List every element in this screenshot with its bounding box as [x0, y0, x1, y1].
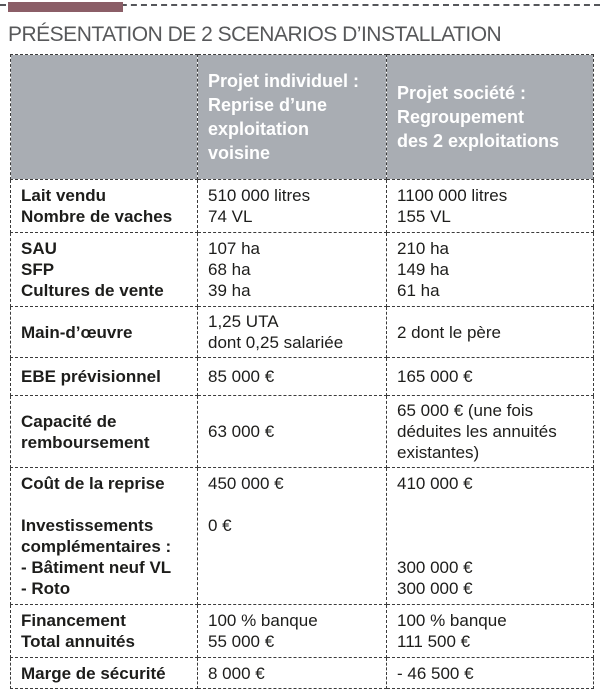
top-decoration — [0, 0, 600, 14]
cell-individual: 85 000 € — [197, 357, 387, 396]
cell-societe: 165 000 € — [386, 357, 594, 396]
cell-societe: 210 ha 149 ha 61 ha — [386, 232, 594, 307]
accent-bar — [8, 2, 123, 12]
table-row-financement: Financement Total annuités 100 % banque … — [10, 604, 594, 658]
row-label: Marge de sécurité — [10, 657, 198, 689]
table-row-cout-investissements: Coût de la reprise Investissements compl… — [10, 467, 594, 605]
table-header-row: Projet individuel : Reprise d’une exploi… — [10, 54, 594, 180]
table-row-lait-vendu: Lait vendu Nombre de vaches 510 000 litr… — [10, 179, 594, 233]
table-row-main-doeuvre: Main-d’œuvre 1,25 UTA dont 0,25 salariée… — [10, 306, 594, 358]
header-projet-societe: Projet société : Regroupement des 2 expl… — [386, 54, 594, 180]
cell-individual: 8 000 € — [197, 657, 387, 689]
cell-individual: 107 ha 68 ha 39 ha — [197, 232, 387, 307]
row-label: Lait vendu Nombre de vaches — [10, 179, 198, 233]
top-dashed-rule — [0, 4, 600, 6]
cell-societe: 410 000 € 300 000 € 300 000 € — [386, 467, 594, 605]
row-label: Financement Total annuités — [10, 604, 198, 658]
cell-societe: - 46 500 € — [386, 657, 594, 689]
header-projet-individuel: Projet individuel : Reprise d’une exploi… — [197, 54, 387, 180]
row-label: EBE prévisionnel — [10, 357, 198, 396]
cell-individual: 510 000 litres 74 VL — [197, 179, 387, 233]
cell-individual: 450 000 € 0 € — [197, 467, 387, 605]
cell-individual: 100 % banque 55 000 € — [197, 604, 387, 658]
row-label: Main-d’œuvre — [10, 306, 198, 358]
table-row-marge: Marge de sécurité 8 000 € - 46 500 € — [10, 657, 594, 689]
row-label: Capacité de remboursement — [10, 395, 198, 468]
cell-individual: 1,25 UTA dont 0,25 salariée — [197, 306, 387, 358]
table-row-sau: SAU SFP Cultures de vente 107 ha 68 ha 3… — [10, 232, 594, 307]
page-title: PRÉSENTATION DE 2 SCENARIOS D’INSTALLATI… — [8, 23, 502, 46]
row-label: SAU SFP Cultures de vente — [10, 232, 198, 307]
cell-individual: 63 000 € — [197, 395, 387, 468]
row-label: Coût de la reprise Investissements compl… — [10, 467, 198, 605]
scenarios-table: Projet individuel : Reprise d’une exploi… — [10, 54, 594, 689]
cell-societe: 65 000 € (une fois déduites les annuités… — [386, 395, 594, 468]
table-row-capacite: Capacité de remboursement 63 000 € 65 00… — [10, 395, 594, 468]
table-row-ebe: EBE prévisionnel 85 000 € 165 000 € — [10, 357, 594, 396]
cell-societe: 100 % banque 111 500 € — [386, 604, 594, 658]
cell-societe: 2 dont le père — [386, 306, 594, 358]
header-empty-cell — [10, 54, 198, 180]
cell-societe: 1100 000 litres 155 VL — [386, 179, 594, 233]
